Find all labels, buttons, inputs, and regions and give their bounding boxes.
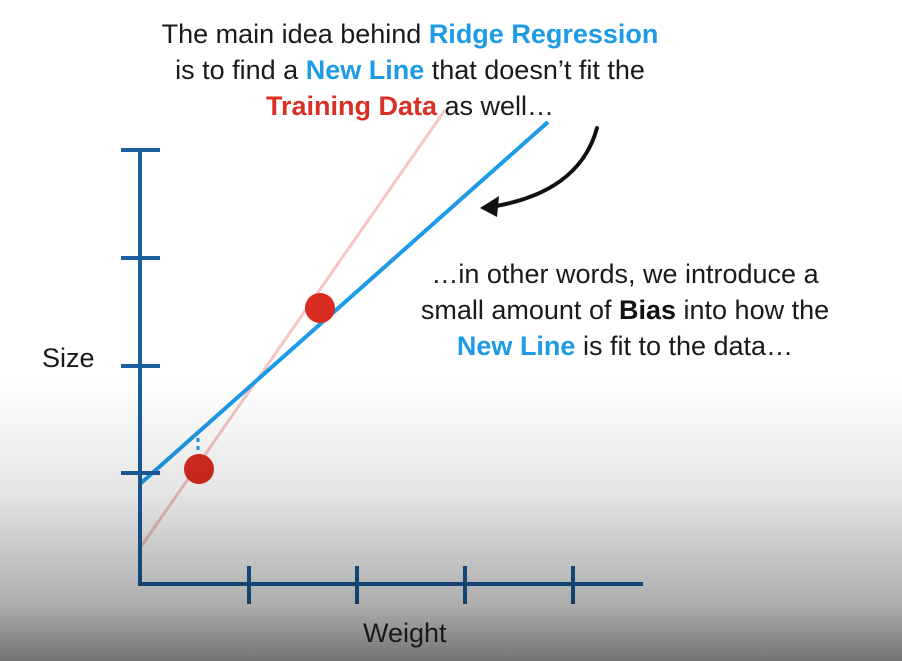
bias-highlight: Bias <box>618 295 677 325</box>
middle-caption: …in other words, we introduce a small am… <box>380 256 870 364</box>
ridge-regression-highlight: Ridge Regression <box>428 19 659 49</box>
new-line-highlight: New Line <box>305 55 425 85</box>
curved-arrow-icon <box>480 126 599 217</box>
training-point <box>305 293 335 323</box>
top-caption-line-2: is to find a New Line that doesn’t fit t… <box>175 55 645 85</box>
top-caption-line-3: Training Data as well… <box>265 91 555 121</box>
training-point <box>184 454 214 484</box>
top-caption: The main idea behind Ridge Regression is… <box>40 16 780 124</box>
x-axis-label: Weight <box>363 618 447 648</box>
middle-caption-line-1: …in other words, we introduce a <box>431 259 819 289</box>
middle-caption-line-3: New Line is fit to the data… <box>456 331 794 361</box>
y-axis <box>121 148 160 584</box>
training-data-highlight: Training Data <box>265 91 437 121</box>
new-line-highlight: New Line <box>456 331 576 361</box>
x-axis <box>138 566 643 604</box>
middle-caption-line-2: small amount of Bias into how the <box>420 295 830 325</box>
top-caption-line-1: The main idea behind Ridge Regression <box>161 19 659 49</box>
y-axis-label: Size <box>42 343 95 373</box>
